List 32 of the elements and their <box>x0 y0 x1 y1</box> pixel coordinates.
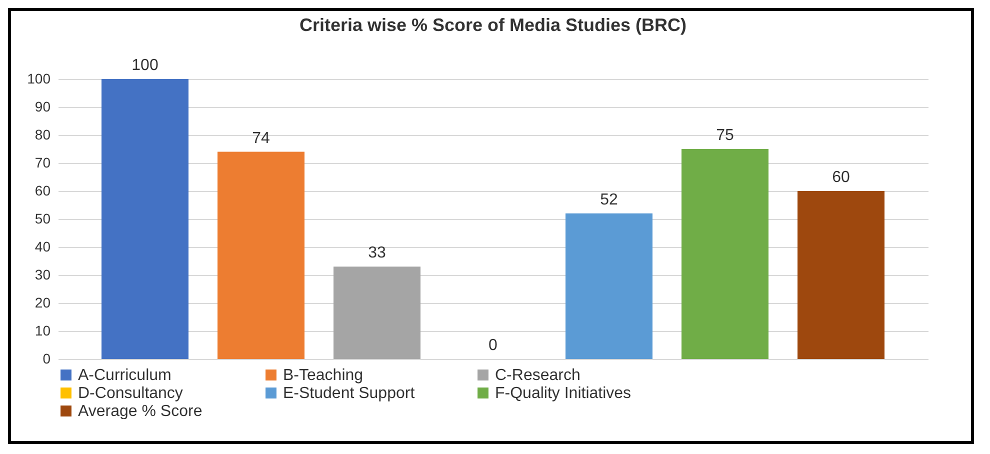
y-tick-label: 60 <box>34 182 51 198</box>
data-label: 74 <box>252 130 270 147</box>
y-tick-label: 50 <box>34 210 51 226</box>
legend-label: C-Research <box>495 367 580 384</box>
y-tick-label: 100 <box>27 70 51 86</box>
data-label: 0 <box>488 337 498 354</box>
bar <box>218 152 304 359</box>
bar <box>566 213 652 359</box>
bar <box>102 79 188 359</box>
legend-label: E-Student Support <box>283 385 416 402</box>
legend-label: A-Curriculum <box>78 367 172 384</box>
y-tick-label: 70 <box>34 154 51 170</box>
bar <box>798 191 884 359</box>
legend-label: Average % Score <box>78 403 202 420</box>
data-label: 100 <box>132 57 158 74</box>
y-tick-label: 90 <box>34 98 51 114</box>
bar <box>334 266 420 359</box>
data-label: 52 <box>600 191 618 208</box>
y-tick-label: 20 <box>34 294 51 310</box>
bar <box>682 149 768 359</box>
legend-label: B-Teaching <box>283 367 364 384</box>
data-label: 33 <box>368 244 386 262</box>
y-tick-label: 80 <box>34 126 51 142</box>
chart-title: Criteria wise % Score of Media Studies (BRC) <box>299 15 687 35</box>
data-label: 60 <box>832 169 850 186</box>
legend-label: D-Consultancy <box>78 385 183 402</box>
y-tick-label: 10 <box>34 322 51 338</box>
y-tick-label: 0 <box>42 350 51 366</box>
legend-label: F-Quality Initiatives <box>495 385 632 402</box>
y-tick-label: 40 <box>34 238 51 254</box>
data-label: 75 <box>716 127 734 144</box>
y-tick-label: 30 <box>34 266 51 282</box>
